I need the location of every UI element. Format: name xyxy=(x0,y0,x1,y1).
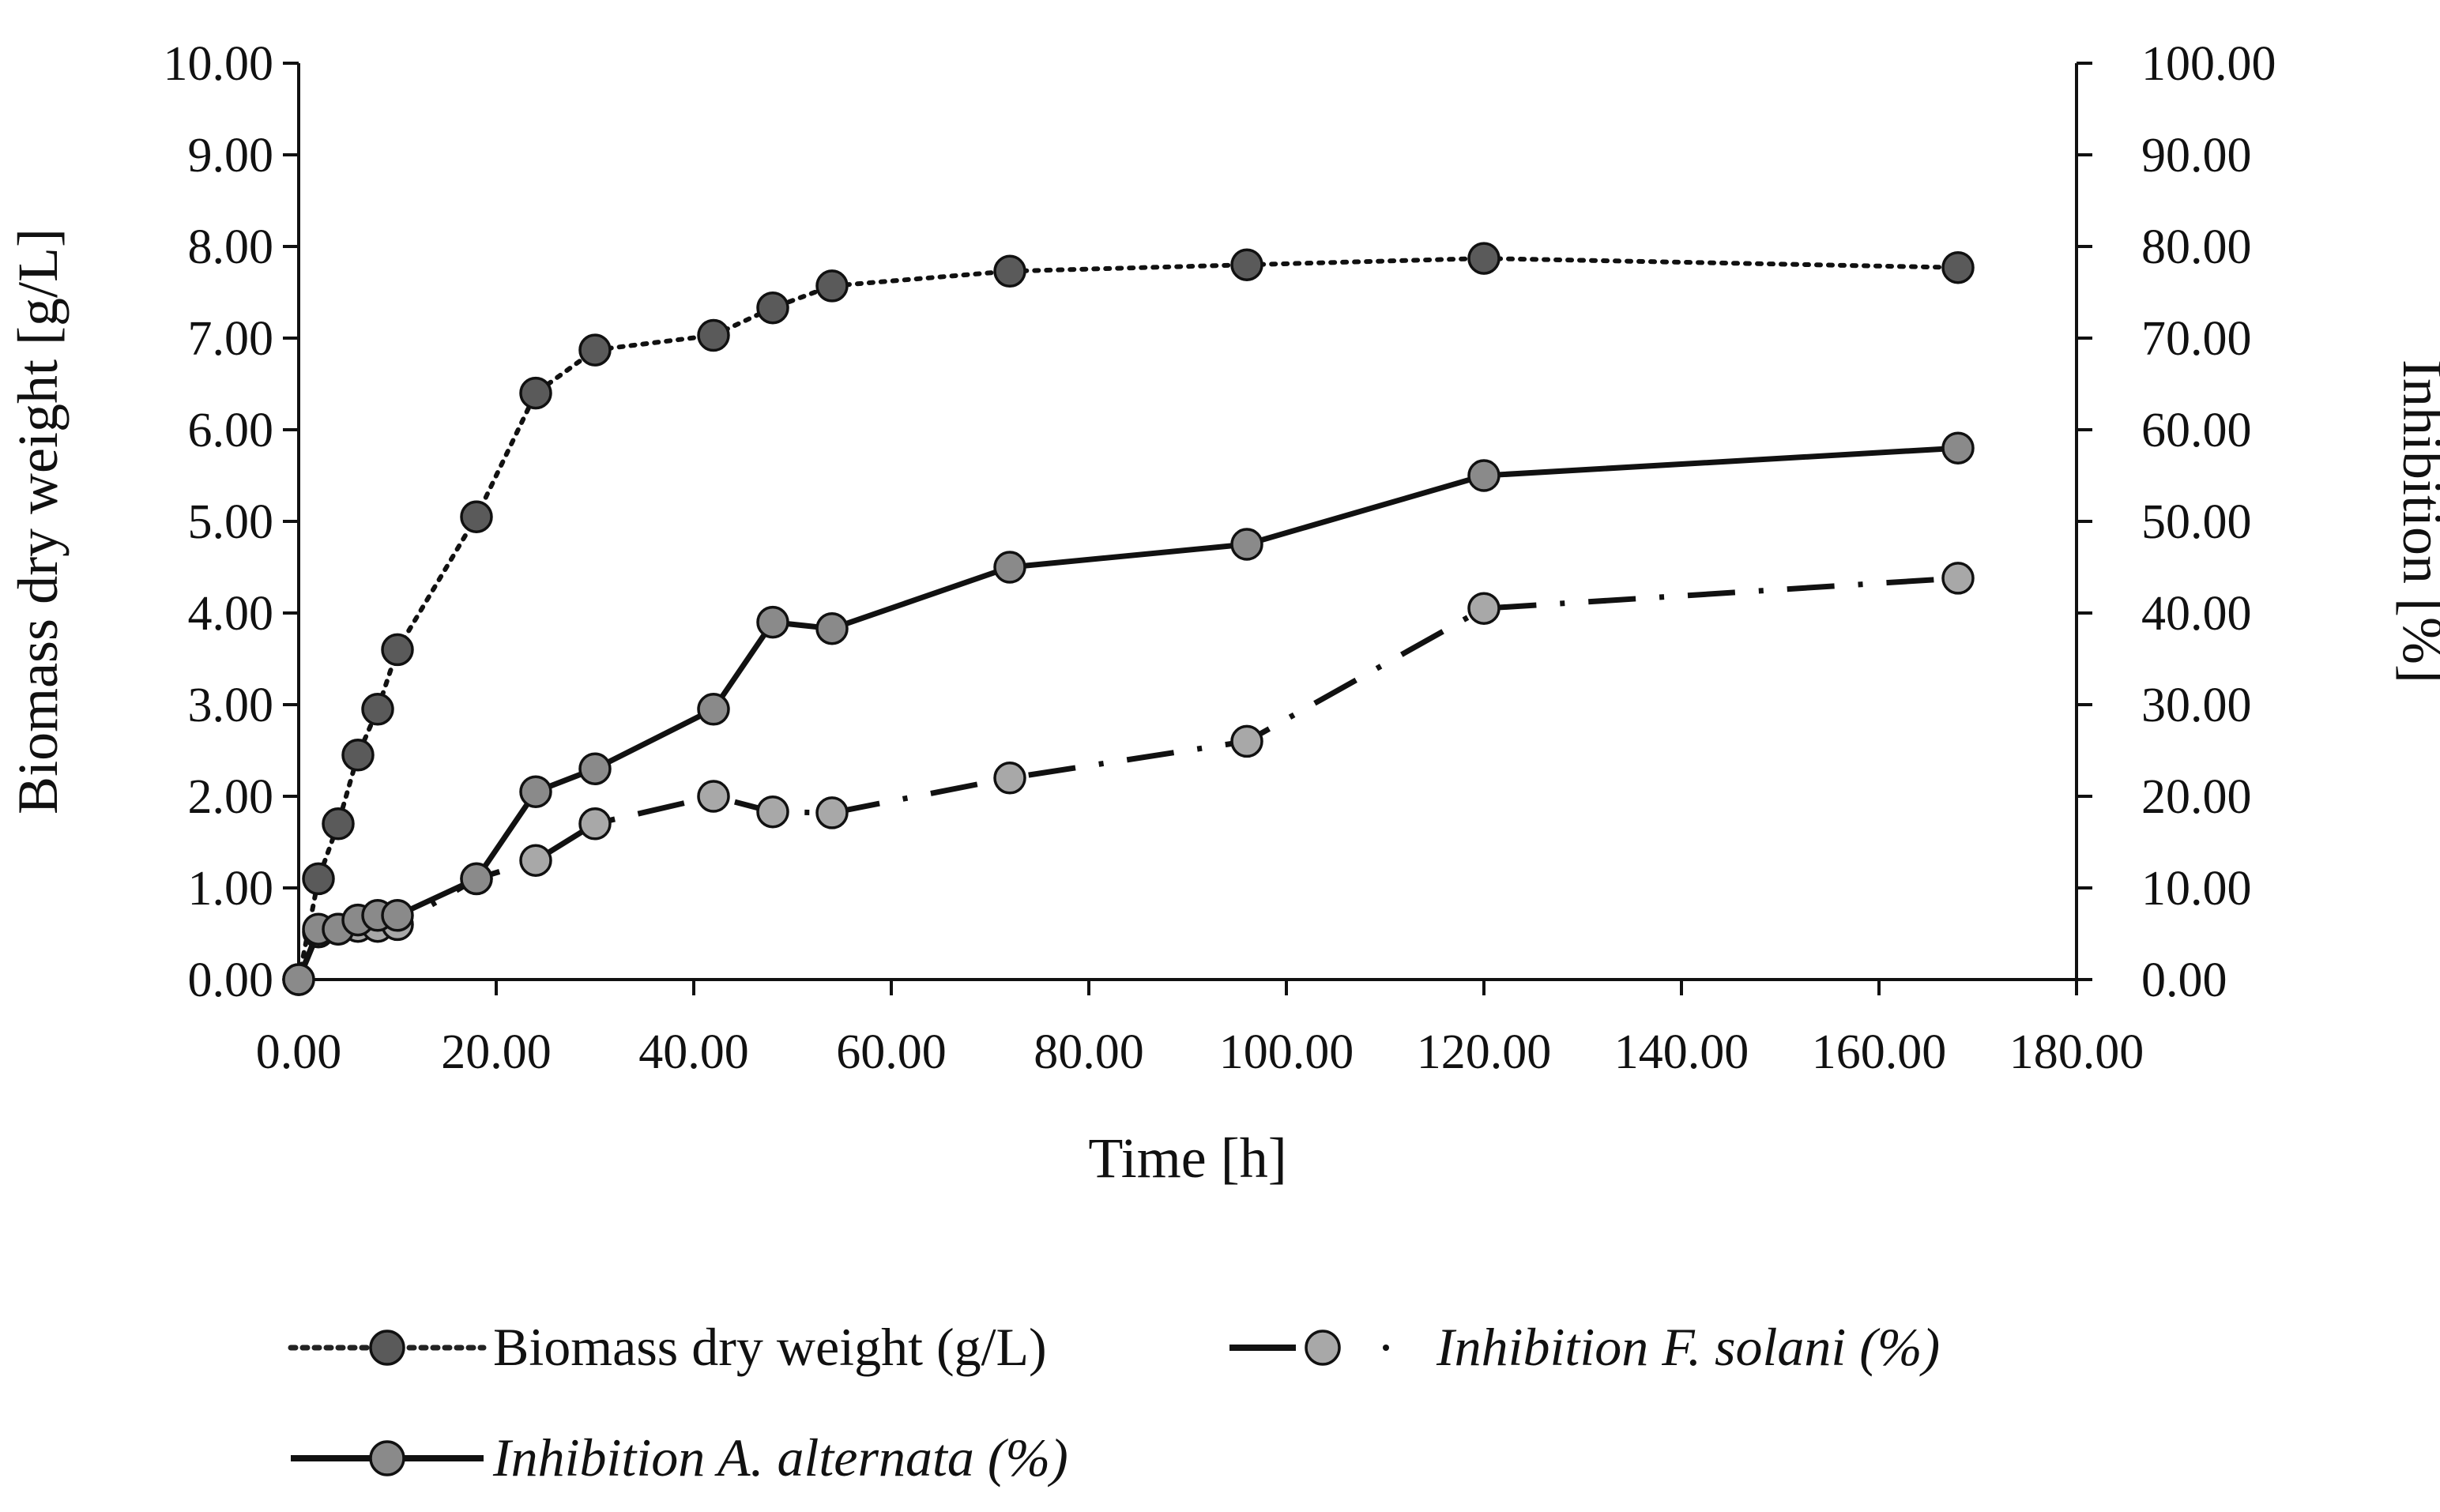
y2-tick-label: 40.00 xyxy=(2141,587,2252,641)
data-point-biomass-dry-weight xyxy=(322,807,355,841)
data-point-inhibition-f-solani xyxy=(1467,592,1501,625)
y-tick-label: 3.00 xyxy=(188,679,274,732)
data-point-biomass-dry-weight xyxy=(756,291,789,325)
y-tick-label: 5.00 xyxy=(188,495,274,549)
data-point-biomass-dry-weight xyxy=(341,739,375,772)
data-point-inhibition-a-alternata xyxy=(1941,431,1975,465)
x-tick-label: 180.00 xyxy=(2009,1025,2144,1079)
data-point-biomass-dry-weight xyxy=(460,500,493,533)
x-tick-label: 160.00 xyxy=(1812,1025,1947,1079)
data-point-inhibition-a-alternata xyxy=(993,551,1026,584)
y-tick-label: 0.00 xyxy=(188,953,274,1007)
data-point-biomass-dry-weight xyxy=(302,862,335,896)
legend: Biomass dry weight (g/L) Inhibition F. s… xyxy=(288,1317,1940,1488)
legend-item-a-alternata: Inhibition A. alternata (%) xyxy=(291,1427,1068,1488)
data-point-biomass-dry-weight xyxy=(578,333,612,367)
x-tick-label: 60.00 xyxy=(836,1025,947,1079)
legend-swatch-marker-biomass xyxy=(369,1330,405,1366)
legend-swatch-dot-f-solani xyxy=(1383,1345,1389,1351)
data-point-inhibition-f-solani xyxy=(756,795,789,829)
legend-label-f-solani: Inhibition F. solani (%) xyxy=(1436,1317,1940,1377)
y2-tick-label: 80.00 xyxy=(2141,220,2252,274)
data-point-inhibition-a-alternata xyxy=(578,752,612,785)
y-tick-label: 7.00 xyxy=(188,312,274,366)
data-point-inhibition-f-solani xyxy=(519,844,552,877)
data-point-biomass-dry-weight xyxy=(697,318,730,352)
y2-tick-label: 100.00 xyxy=(2141,37,2276,91)
series-markers xyxy=(282,242,1975,996)
x-axis-title: Time [h] xyxy=(1088,1126,1286,1190)
data-point-inhibition-a-alternata xyxy=(282,963,315,996)
series-line-biomass-dry-weight xyxy=(296,256,1960,982)
data-point-inhibition-a-alternata xyxy=(1230,528,1263,561)
data-point-inhibition-a-alternata xyxy=(460,862,493,896)
x-tick-label: 140.00 xyxy=(1614,1025,1749,1079)
y-tick-label: 4.00 xyxy=(188,587,274,641)
y2-tick-label: 50.00 xyxy=(2141,495,2252,549)
y-axis-title: Biomass dry weight [g/L] xyxy=(6,228,70,814)
data-point-inhibition-a-alternata xyxy=(381,899,414,932)
y2-tick-label: 70.00 xyxy=(2141,312,2252,366)
y2-tick-label: 60.00 xyxy=(2141,404,2252,457)
y-tick-label: 10.00 xyxy=(164,37,274,91)
x-tick-label: 40.00 xyxy=(638,1025,749,1079)
data-point-inhibition-f-solani xyxy=(815,796,849,829)
data-point-biomass-dry-weight xyxy=(993,254,1026,288)
data-point-biomass-dry-weight xyxy=(1941,250,1975,284)
data-point-inhibition-f-solani xyxy=(578,807,612,841)
data-point-biomass-dry-weight xyxy=(381,633,414,667)
y2-tick-label: 90.00 xyxy=(2141,129,2252,182)
plot-area: 0.00 1.00 2.00 3.00 4.00 5.00 6.00 7.00 8.00 9.00… xyxy=(164,37,2276,1079)
legend-label-a-alternata: Inhibition A. alternata (%) xyxy=(492,1427,1068,1488)
y2-tick-label: 30.00 xyxy=(2141,679,2252,732)
series-line-inhibition-a-alternata xyxy=(296,445,1959,981)
data-point-inhibition-f-solani xyxy=(1230,724,1263,758)
y-tick-label: 2.00 xyxy=(188,770,274,824)
ticks: 0.00 1.00 2.00 3.00 4.00 5.00 6.00 7.00 8.00 9.00… xyxy=(164,37,2276,1079)
y2-tick-label: 20.00 xyxy=(2141,770,2252,824)
y-tick-label: 9.00 xyxy=(188,129,274,182)
data-point-biomass-dry-weight xyxy=(1467,242,1501,275)
data-point-inhibition-f-solani xyxy=(993,762,1026,795)
legend-label-biomass: Biomass dry weight (g/L) xyxy=(493,1317,1047,1377)
data-point-inhibition-a-alternata xyxy=(697,693,730,726)
y-tick-label: 6.00 xyxy=(188,404,274,457)
y-tick-label: 8.00 xyxy=(188,220,274,274)
legend-item-f-solani: Inhibition F. solani (%) xyxy=(1229,1317,1940,1377)
legend-swatch-marker-a-alternata xyxy=(369,1440,405,1476)
legend-swatch-marker-f-solani xyxy=(1305,1330,1341,1366)
x-tick-label: 100.00 xyxy=(1219,1025,1354,1079)
y2-axis-title: Inhibition [%] xyxy=(2391,359,2440,683)
data-point-inhibition-f-solani xyxy=(1941,562,1975,595)
series-line-inhibition-f-solani xyxy=(296,575,1959,981)
y2-tick-label: 0.00 xyxy=(2141,953,2227,1007)
data-point-biomass-dry-weight xyxy=(815,269,849,303)
x-tick-label: 80.00 xyxy=(1034,1025,1144,1079)
data-point-inhibition-a-alternata xyxy=(1467,459,1501,492)
y2-tick-label: 10.00 xyxy=(2141,862,2252,916)
data-point-inhibition-a-alternata xyxy=(815,611,849,645)
legend-item-biomass: Biomass dry weight (g/L) xyxy=(288,1317,1047,1377)
x-tick-label: 120.00 xyxy=(1417,1025,1552,1079)
data-point-inhibition-f-solani xyxy=(697,780,730,813)
data-point-biomass-dry-weight xyxy=(1230,248,1263,281)
x-tick-label: 0.00 xyxy=(256,1025,342,1079)
y-tick-label: 1.00 xyxy=(188,862,274,916)
data-point-biomass-dry-weight xyxy=(519,376,552,410)
data-point-inhibition-a-alternata xyxy=(519,775,552,808)
x-tick-label: 20.00 xyxy=(441,1025,552,1079)
data-point-inhibition-a-alternata xyxy=(756,605,789,639)
data-point-biomass-dry-weight xyxy=(361,693,394,726)
